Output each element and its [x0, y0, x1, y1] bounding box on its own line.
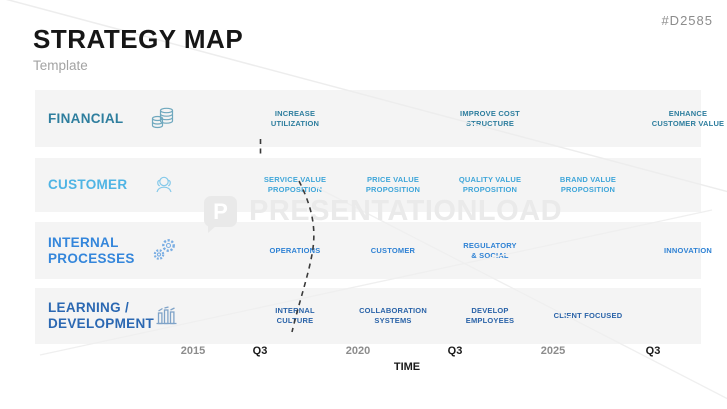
row-label-internal-processes: INTERNAL PROCESSES [48, 234, 135, 266]
milestone: IMPROVE COST STRUCTURE [460, 108, 520, 128]
time-axis-label: TIME [393, 361, 421, 373]
row-label-learning-development: LEARNING / DEVELOPMENT [48, 300, 155, 331]
axis-tick-q3-3: Q3 [645, 345, 661, 357]
milestone: BRAND VALUE PROPOSITION [559, 174, 617, 194]
row-learning-development: LEARNING / DEVELOPMENT INTERNAL CULTURE … [35, 288, 701, 344]
milestone: INNOVATION [664, 245, 712, 255]
milestone: CUSTOMER [370, 245, 416, 255]
axis-tick-q3-1: Q3 [252, 345, 268, 357]
milestone: REGULATORY & SOCIAL [463, 240, 517, 260]
axis-tick-q3-2: Q3 [447, 345, 463, 357]
axis-tick-2020: 2020 [345, 345, 371, 357]
axis-tick-2015: 2015 [180, 345, 206, 357]
milestone: SERVICE VALUE PROPOSITION [263, 174, 327, 194]
milestone: INCREASE UTILIZATION [270, 108, 320, 128]
milestone: DEVELOP EMPLOYEES [465, 305, 515, 325]
page-title: STRATEGY MAP [33, 24, 244, 54]
axis-tick-2025: 2025 [540, 345, 566, 357]
bar-chart-icon [153, 303, 180, 329]
row-customer: CUSTOMER SERVICE VALUE PROPOSITION PRICE… [35, 158, 701, 212]
milestone: CLIENT FOCUSED [553, 310, 623, 320]
row-label-customer: CUSTOMER [48, 177, 128, 193]
milestone: INTERNAL CULTURE [275, 305, 315, 325]
milestone: COLLABORATION SYSTEMS [359, 305, 427, 325]
product-code: #D2585 [661, 13, 713, 28]
milestone: OPERATIONS [269, 245, 321, 255]
row-internal-processes: INTERNAL PROCESSES OPERATIONS CUSTOMER R… [35, 222, 712, 279]
gears-icon [151, 236, 179, 264]
milestone: QUALITY VALUE PROPOSITION [458, 174, 522, 194]
row-financial: FINANCIAL INCREASE UTILIZATION IMPROVE C… [35, 90, 724, 147]
page-subtitle: Template [33, 58, 88, 73]
customer-icon [151, 172, 177, 198]
milestone: PRICE VALUE PROPOSITION [365, 174, 421, 194]
coins-icon [150, 105, 177, 131]
milestone: ENHANCE CUSTOMER VALUE [651, 108, 725, 128]
